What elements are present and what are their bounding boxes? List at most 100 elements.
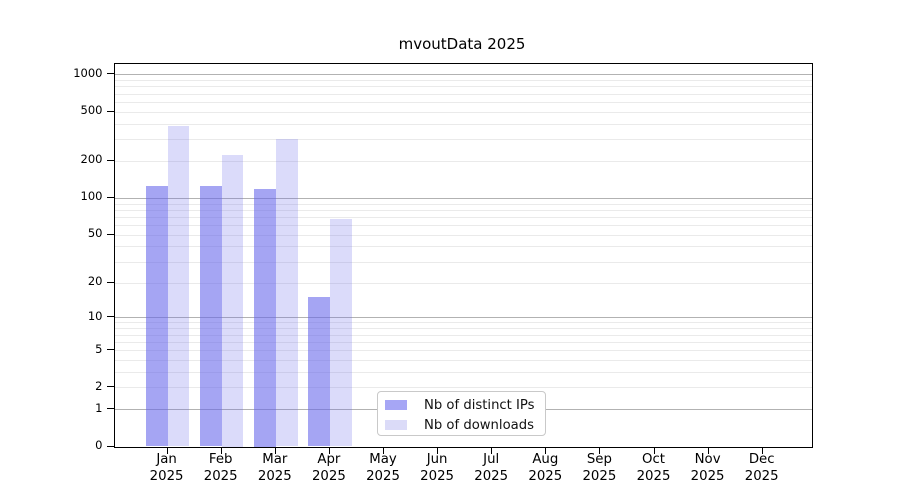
x-tick-month: Apr (317, 452, 341, 467)
legend-item-downloads: Nb of downloads (378, 415, 545, 435)
x-tick-mark (220, 446, 222, 454)
x-tick-label: Sep 2025 (557, 452, 641, 485)
x-tick-label: Apr 2025 (287, 452, 371, 485)
x-tick-month: Dec (748, 452, 775, 467)
x-tick-label: Mar 2025 (233, 452, 317, 485)
x-tick-year: 2025 (744, 468, 779, 484)
x-tick-year: 2025 (582, 468, 617, 484)
y-gridline (114, 160, 812, 162)
x-tick-label: Nov 2025 (666, 452, 750, 485)
x-tick-mark (545, 446, 547, 454)
y-gridline (114, 371, 812, 373)
x-tick-year: 2025 (636, 468, 671, 484)
chart-title: mvoutData 2025 (398, 35, 526, 53)
x-tick-label: May 2025 (341, 452, 425, 485)
x-tick-month: Mar (262, 452, 288, 467)
y-tick-mark (106, 196, 114, 198)
y-tick-mark (106, 159, 114, 161)
y-tick-mark (106, 110, 114, 112)
y-tick-mark (106, 281, 114, 283)
x-tick-year: 2025 (366, 468, 400, 484)
x-tick-mark (437, 446, 439, 454)
x-tick-label: Feb 2025 (179, 452, 263, 485)
x-tick-mark (166, 446, 168, 454)
distinct-ips-swatch (385, 400, 407, 410)
legend-label: Nb of distinct IPs (424, 397, 535, 413)
y-gridline (114, 350, 812, 351)
x-tick-year: 2025 (420, 468, 455, 484)
x-tick-year: 2025 (257, 468, 292, 484)
x-tick-month: Aug (532, 452, 559, 467)
x-tick-year: 2025 (149, 468, 184, 484)
bar-mar-distinct-ips (254, 189, 276, 447)
x-tick-year: 2025 (528, 468, 563, 484)
y-tick-label: 0 (95, 438, 103, 452)
y-tick-label: 200 (80, 152, 103, 167)
y-gridline (114, 80, 812, 81)
y-tick-mark (106, 445, 114, 447)
bar-apr-distinct-ips (308, 297, 330, 447)
x-tick-label: Jul 2025 (449, 452, 533, 485)
x-tick-mark (761, 446, 763, 454)
y-tick-mark (106, 349, 114, 350)
y-gridline (114, 317, 812, 319)
y-gridline (114, 359, 812, 361)
y-tick-label: 500 (80, 103, 103, 118)
y-gridline (114, 246, 812, 248)
x-tick-mark (328, 446, 330, 454)
x-tick-mark (707, 446, 709, 454)
x-tick-label: Dec 2025 (720, 452, 804, 485)
y-gridline (114, 328, 812, 330)
x-tick-month: Feb (208, 452, 233, 467)
y-gridline (114, 86, 812, 88)
y-tick-mark (106, 233, 114, 235)
x-tick-mark (599, 446, 601, 454)
y-tick-mark (106, 316, 114, 318)
y-gridline (114, 197, 812, 199)
y-gridline (114, 261, 812, 263)
y-gridline (114, 93, 812, 95)
downloads-swatch (385, 420, 407, 430)
y-gridline (114, 111, 812, 113)
x-tick-month: Jan (156, 452, 177, 467)
x-tick-month: Oct (642, 452, 665, 467)
x-tick-month: Jun (426, 452, 448, 467)
y-gridline (114, 203, 812, 205)
x-tick-label: Jun 2025 (395, 452, 479, 485)
y-gridline (114, 387, 812, 389)
x-tick-year: 2025 (203, 468, 238, 484)
legend-item-distinct-ips: Nb of distinct IPs (378, 395, 545, 415)
bar-jan-downloads (167, 125, 190, 447)
x-tick-month: May (369, 452, 397, 467)
y-gridline (114, 341, 812, 343)
x-tick-month: Jul (483, 452, 500, 467)
y-tick-mark (106, 408, 114, 410)
x-tick-year: 2025 (690, 468, 725, 484)
legend: Nb of distinct IPs Nb of downloads (377, 391, 546, 436)
y-gridline (114, 334, 812, 336)
y-tick-mark (106, 73, 114, 75)
y-gridline (114, 101, 812, 103)
x-tick-mark (383, 446, 384, 454)
y-tick-label: 1000 (73, 65, 103, 80)
bar-feb-downloads (221, 155, 244, 447)
y-gridline (114, 234, 812, 236)
bar-feb-distinct-ips (199, 186, 222, 447)
legend-label: Nb of downloads (424, 417, 534, 433)
x-tick-year: 2025 (311, 468, 346, 484)
x-tick-label: Jan 2025 (125, 452, 209, 485)
y-tick-label: 20 (87, 274, 103, 288)
y-gridline (114, 74, 812, 76)
y-gridline (114, 216, 812, 218)
y-gridline (114, 139, 812, 140)
y-tick-label: 10 (87, 308, 103, 323)
bar-jan-distinct-ips (145, 186, 168, 447)
x-tick-year: 2025 (474, 468, 509, 484)
bar-apr-downloads (329, 219, 352, 447)
x-tick-label: Oct 2025 (612, 452, 696, 485)
x-tick-month: Sep (586, 452, 612, 467)
bar-mar-downloads (275, 138, 298, 447)
x-tick-mark (491, 446, 493, 454)
x-tick-month: Nov (694, 452, 721, 467)
